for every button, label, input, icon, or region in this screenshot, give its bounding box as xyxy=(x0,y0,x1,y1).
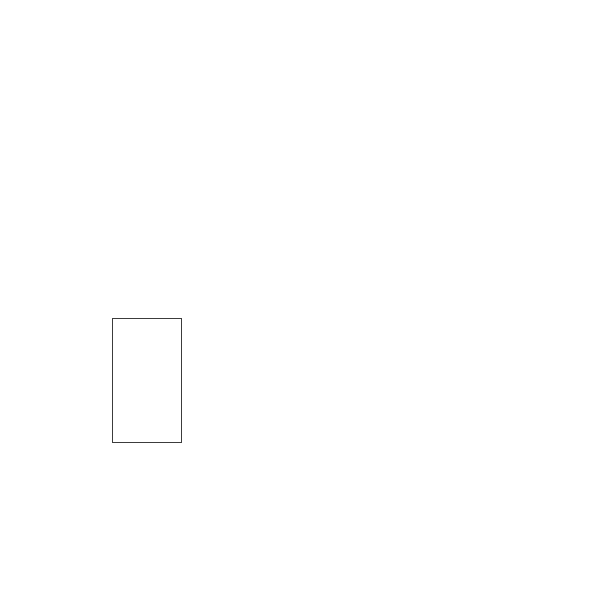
legend xyxy=(112,318,182,443)
